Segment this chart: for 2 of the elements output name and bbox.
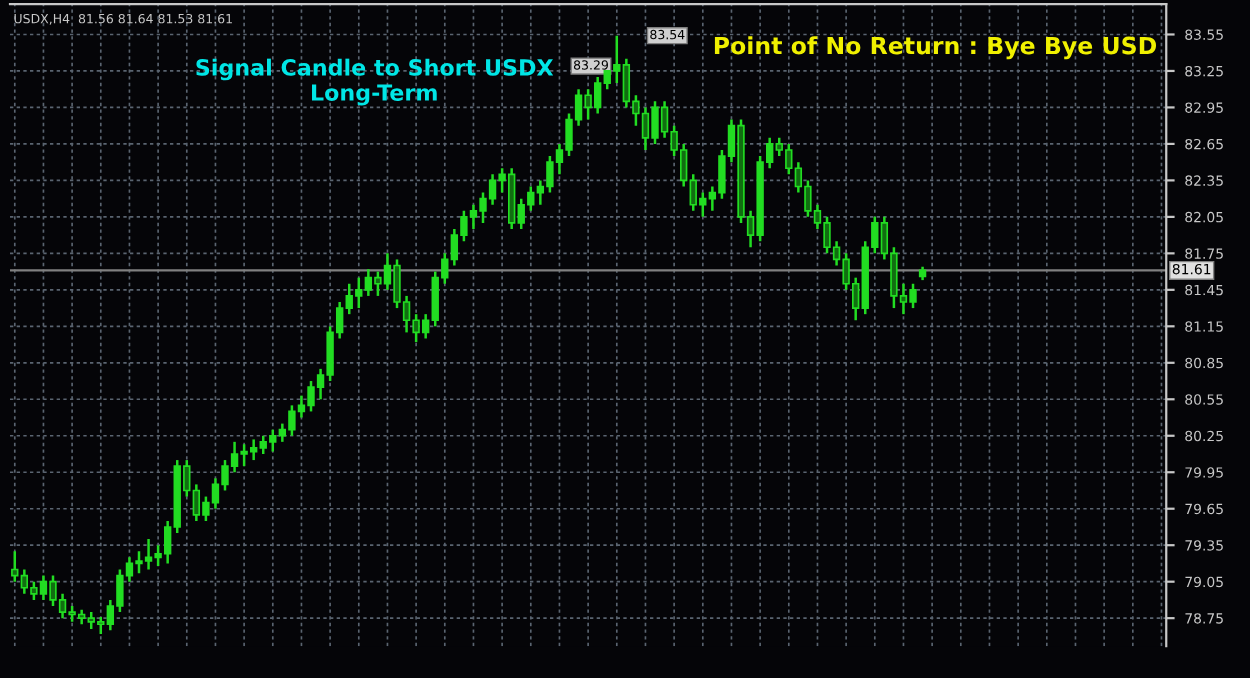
annotation: Signal Candle to Short USDX Long-Term: [196, 58, 554, 106]
annotation: Point of No Return : Bye Bye USD: [714, 36, 1157, 60]
